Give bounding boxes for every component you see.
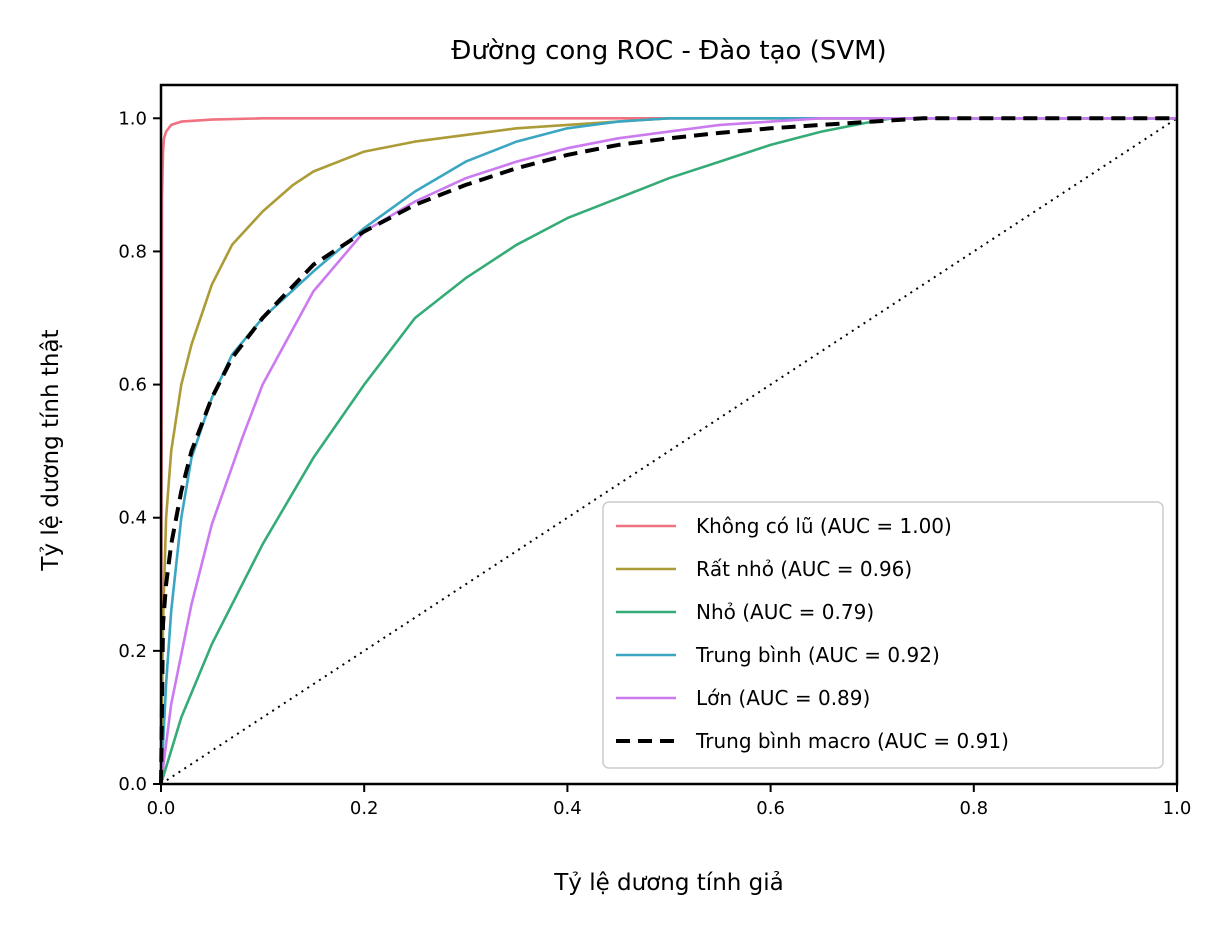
y-tick-label: 0.2 (118, 641, 147, 662)
x-tick-label: 0.0 (147, 798, 176, 819)
x-axis-label: Tỷ lệ dương tính giả (553, 870, 784, 896)
legend: Không có lũ (AUC = 1.00) Rất nhỏ (AUC = 0… (602, 501, 1164, 769)
legend-label-2: Nhỏ (AUC = 0.79) (696, 600, 874, 624)
legend-label-5: Trung bình macro (AUC = 0.91) (695, 729, 1009, 753)
y-axis-label: Tỷ lệ dương tính thật (38, 329, 64, 571)
x-tick-label: 1.0 (1163, 798, 1192, 819)
series-line-4 (159, 117, 1177, 785)
x-tick-label: 0.6 (756, 798, 785, 819)
plot-lines (159, 116, 1178, 785)
legend-label-1: Rất nhỏ (AUC = 0.96) (696, 557, 912, 581)
legend-box (602, 501, 1164, 769)
legend-label-0: Không có lũ (AUC = 1.00) (696, 514, 952, 538)
x-tick-label: 0.4 (553, 798, 582, 819)
x-tick-label: 0.2 (350, 798, 379, 819)
axis-ticks: 0.0 0.2 0.4 0.6 0.8 1.0 0.0 0.2 0.4 0.6 0.8 1.0 (118, 108, 1191, 819)
y-tick-label: 0.0 (118, 774, 147, 795)
chart-title: Đường cong ROC - Đào tạo (SVM) (451, 36, 886, 66)
y-tick-label: 0.6 (118, 375, 147, 396)
series-line-3 (159, 117, 1177, 785)
plot-frame (159, 83, 1179, 786)
legend-label-3: Trung bình (AUC = 0.92) (695, 643, 940, 667)
y-tick-label: 0.4 (118, 508, 147, 529)
legend-label-4: Lớn (AUC = 0.89) (696, 686, 870, 710)
series-line-5 (159, 116, 1177, 785)
y-tick-label: 1.0 (118, 108, 147, 129)
y-tick-label: 0.8 (118, 241, 147, 262)
x-tick-label: 0.8 (959, 798, 988, 819)
